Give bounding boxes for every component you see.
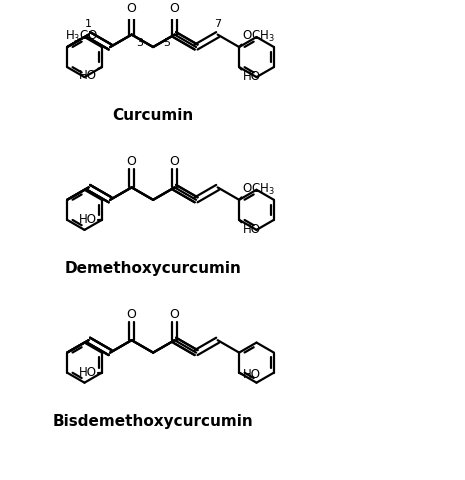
Text: 3: 3 [136, 38, 143, 48]
Text: HO: HO [79, 366, 97, 379]
Text: Demethoxycurcumin: Demethoxycurcumin [65, 261, 241, 276]
Text: HO: HO [79, 214, 97, 227]
Text: OCH$_3$: OCH$_3$ [242, 182, 275, 197]
Text: 7: 7 [214, 19, 221, 29]
Text: Bisdemethoxycurcumin: Bisdemethoxycurcumin [53, 414, 253, 429]
Text: O: O [126, 308, 137, 321]
Text: 5: 5 [163, 38, 170, 48]
Text: O: O [126, 2, 137, 15]
Text: HO: HO [79, 70, 97, 83]
Text: Curcumin: Curcumin [113, 108, 194, 123]
Text: O: O [170, 2, 179, 15]
Text: HO: HO [242, 223, 260, 236]
Text: O: O [170, 155, 179, 168]
Text: H$_3$CO: H$_3$CO [65, 29, 99, 44]
Text: OCH$_3$: OCH$_3$ [242, 29, 275, 44]
Text: 1: 1 [85, 19, 92, 29]
Text: HO: HO [243, 368, 261, 381]
Text: O: O [170, 308, 179, 321]
Text: HO: HO [242, 70, 260, 83]
Text: O: O [126, 155, 137, 168]
